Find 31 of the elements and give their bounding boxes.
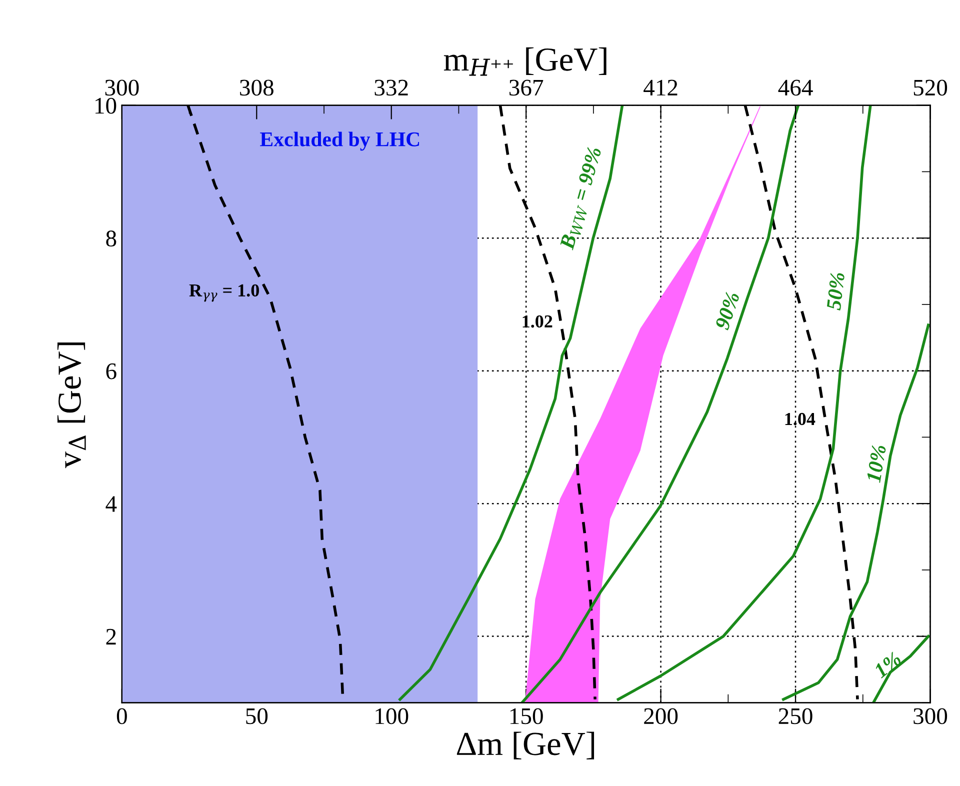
text: 50% — [826, 272, 845, 311]
x-tick-label: 250 — [778, 708, 812, 724]
band-label: Excluded by LHC — [260, 132, 420, 151]
text: 367 — [510, 80, 544, 96]
x-tick-label: 50 — [246, 708, 268, 724]
text: 1% — [872, 651, 902, 679]
x-tick-label: 300 — [914, 708, 948, 724]
y-tick-label: 4 — [106, 496, 117, 512]
text: 332 — [374, 80, 408, 96]
text: 300 — [105, 80, 139, 96]
x-tick-label: 150 — [510, 708, 543, 724]
series-label: R$_{γγ}$ = 1.0 — [189, 284, 259, 302]
text: 90% — [714, 291, 740, 331]
x-axis-title: Δm [GeV] — [456, 732, 594, 760]
y-axis-title: v$_{Δ}$ [GeV] — [57, 342, 86, 468]
text: B$_{WW}$ = 99% — [559, 146, 604, 252]
y-tick-label: 6 — [106, 363, 116, 380]
y-tick-label: 8 — [106, 230, 116, 246]
y-tick-label: 2 — [106, 628, 116, 645]
text: 520 — [914, 80, 948, 96]
text: 464 — [778, 80, 813, 96]
text: 10% — [866, 444, 886, 483]
text: 308 — [240, 80, 274, 96]
x-tick-label: 200 — [644, 708, 678, 724]
x-tick-label: 0 — [116, 708, 127, 724]
series-label: 1.02 — [522, 315, 552, 328]
series-label: 1.04 — [785, 412, 816, 426]
y-tick-label: 10 — [96, 98, 116, 114]
x-tick-label: 100 — [376, 708, 408, 724]
x2-axis-title: m$_{H⁺⁺}$ [GeV] — [444, 47, 606, 76]
text: 412 — [644, 80, 678, 96]
